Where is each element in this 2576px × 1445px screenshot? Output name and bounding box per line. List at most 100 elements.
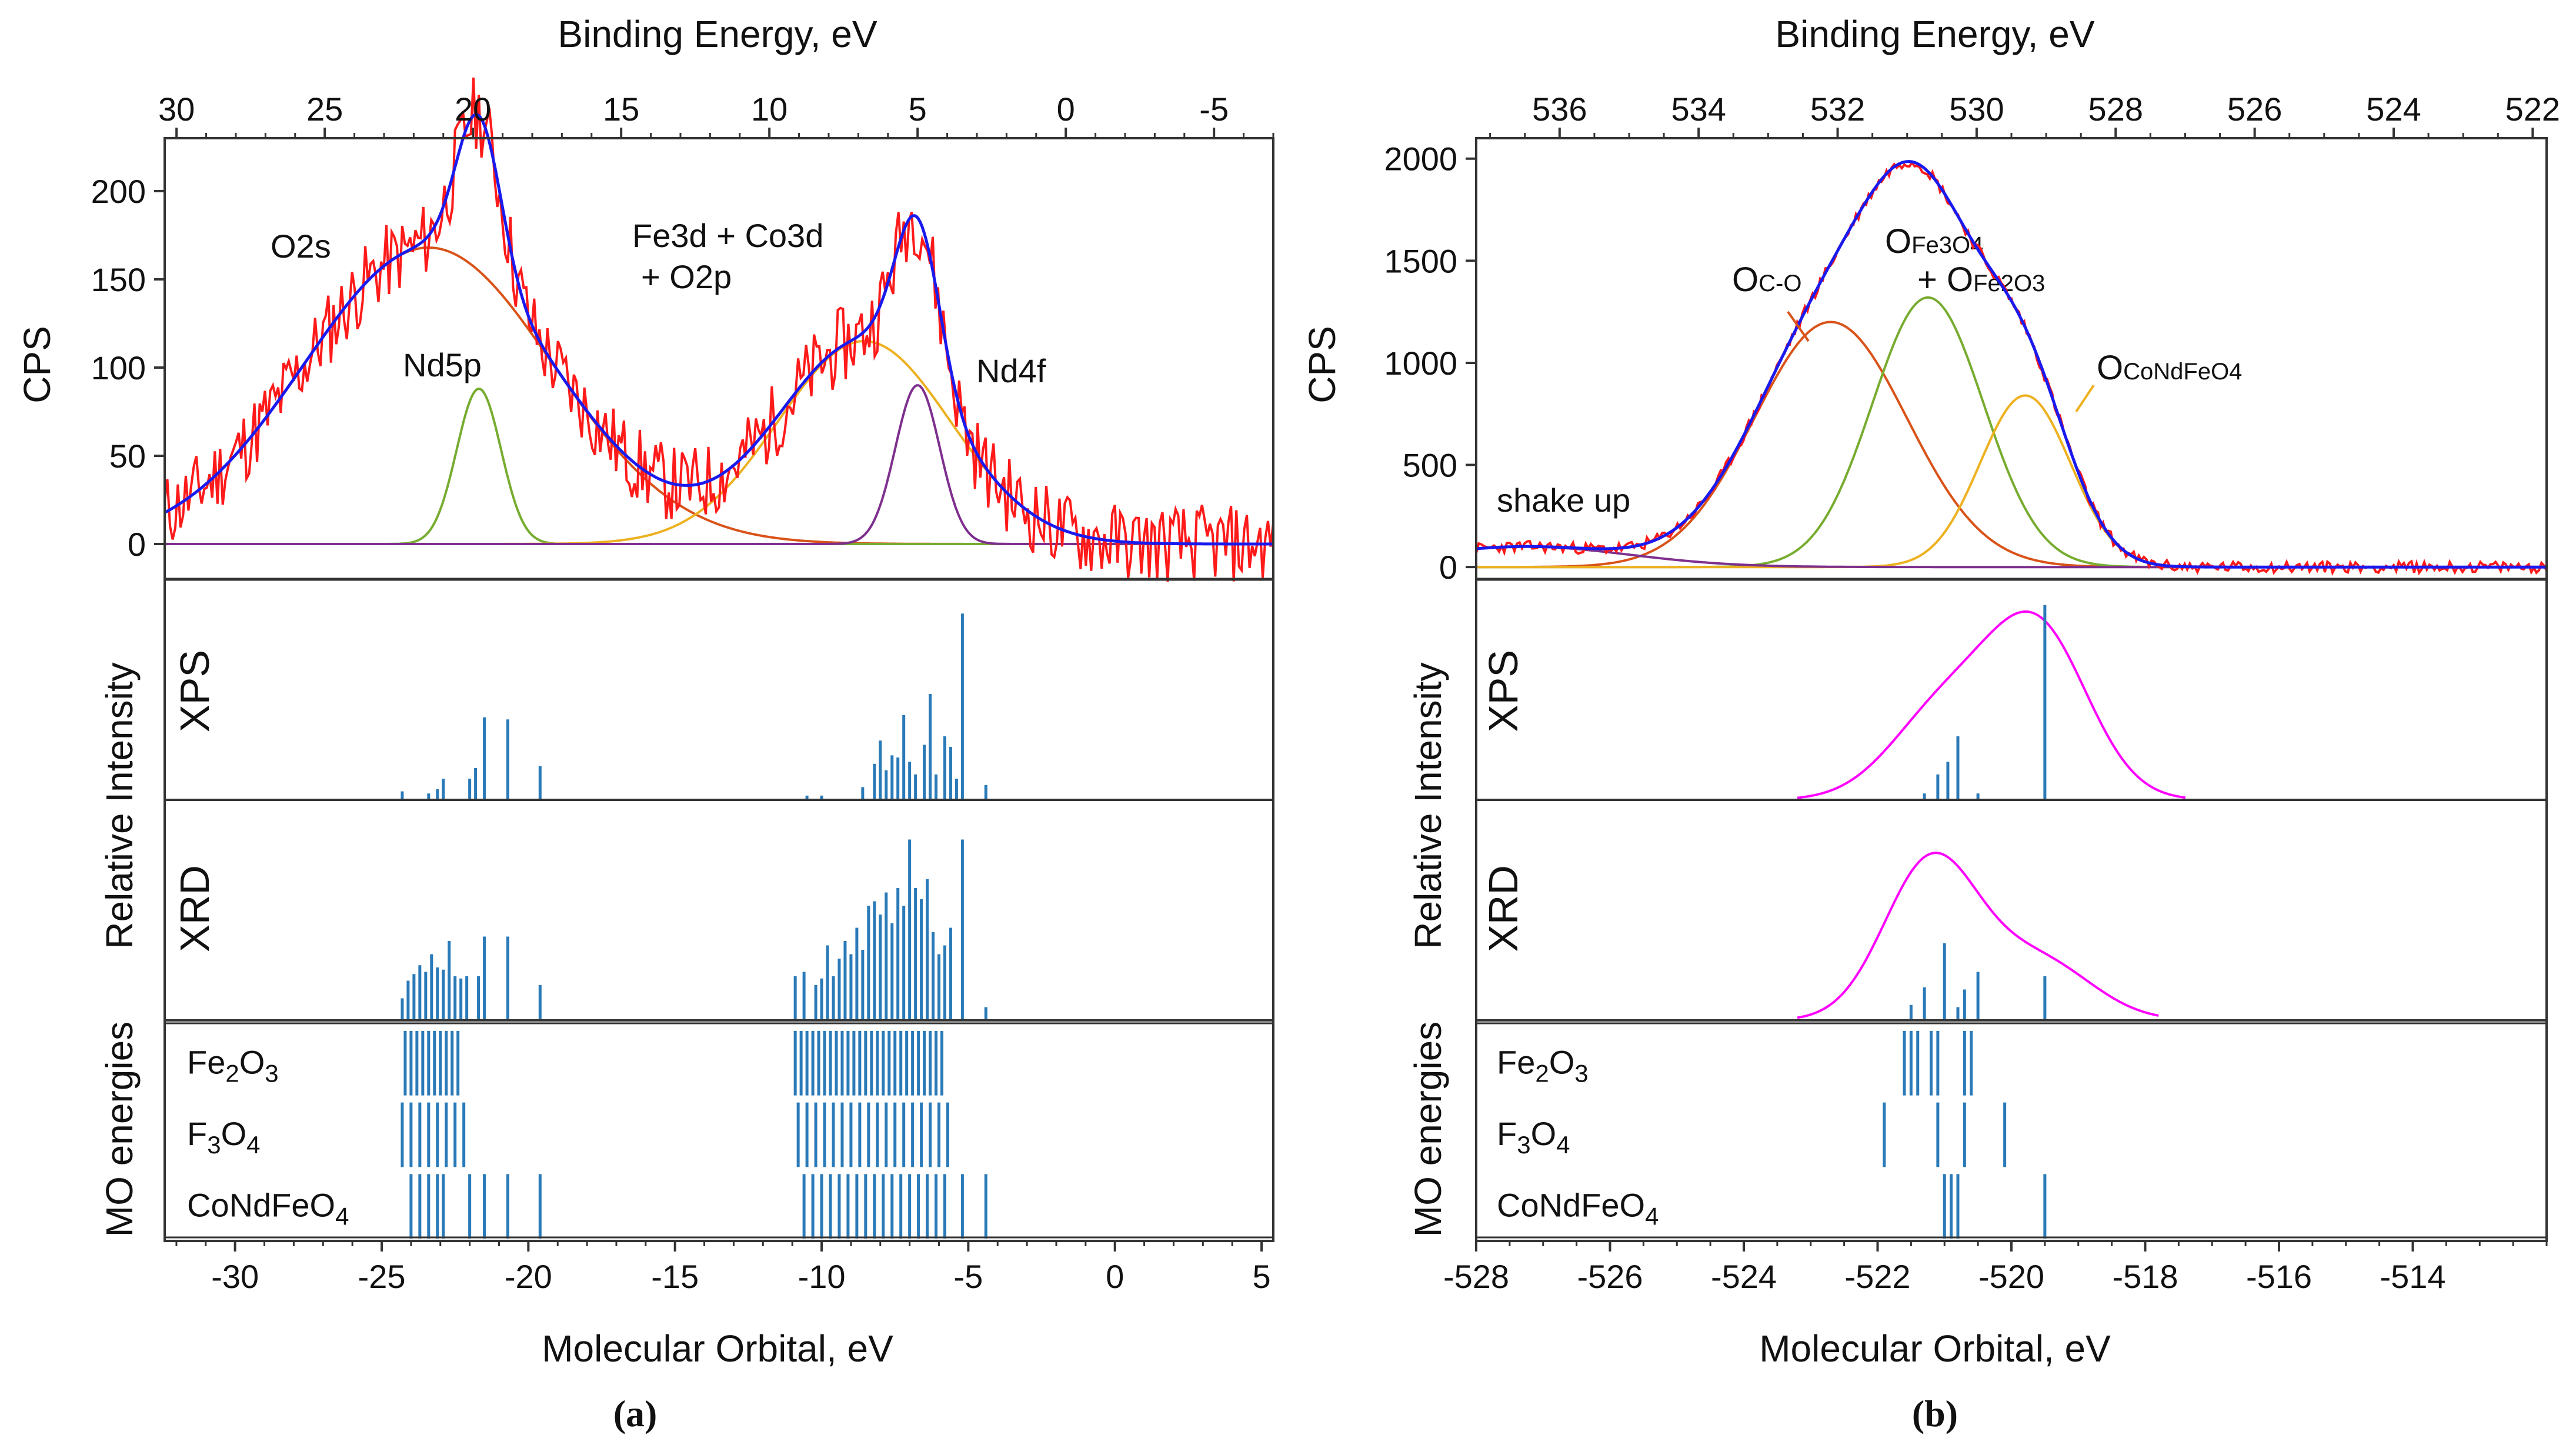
mo-label-main: F [187,1115,207,1152]
mo-label-mid: O [1549,1043,1575,1080]
mo-label-sub: 4 [1556,1131,1570,1159]
panel-a-bottom-tick-label: -5 [953,1258,983,1295]
panel-a-mo-row-label: F3O4 [187,1115,261,1159]
panel-a-top-tick-label: 30 [158,91,195,128]
panel-b-top-tick-label: 532 [1810,91,1865,128]
panel-a-top-tick-label: -5 [1199,91,1229,128]
panel-b-bottom-tick-label: -514 [2380,1258,2445,1295]
panel-a-top-tick-label: 5 [909,91,927,128]
panel-b-bottom-tick-label: -522 [1844,1258,1910,1295]
panel-a-y-tick-label: 150 [91,261,146,298]
panel-a-top-tick-label: 0 [1057,91,1075,128]
panel-b-mo-label: MO energies [1407,1022,1449,1237]
panel-b-fit-envelope [1476,160,2547,569]
ofe-curve [1476,296,2547,569]
panel-a-mo-label: MO energies [98,1022,141,1237]
panel-b-top-axis-label: Binding Energy, eV [1775,13,2094,55]
panel-b-xps-dos-curve [1797,610,2186,799]
ofe2o3-sub: Fe2O3 [1973,271,2045,296]
panel-b-bottom-axis-label: Molecular Orbital, eV [1759,1327,2111,1370]
panel-b: Binding Energy, eV Molecular Orbital, eV… [1301,13,2560,1434]
panel-a-frame [163,137,1274,1242]
panel-a-bottom-tick-label: -10 [798,1258,846,1295]
mo-label-sub: 3 [1574,1059,1588,1087]
panel-b-y-tick-label: 1000 [1384,345,1457,382]
panel-b-bottom-tick-label: -518 [2112,1258,2178,1295]
mo-label-sub: 4 [335,1203,349,1230]
mo-label-sub: 2 [1535,1059,1549,1087]
panel-b-raw-spectrum [1475,160,2548,576]
panel-a-top-tick-label: 25 [306,91,343,128]
panel-b-top-tick-label: 534 [1671,91,1726,128]
panel-a-cps-label: CPS [16,326,58,403]
panel-a-raw-spectrum [163,77,1274,582]
o2s-label: O2s [271,228,331,265]
panel-a-top-axis-label: Binding Energy, eV [558,13,877,55]
panel-a-bottom-axis-label: Molecular Orbital, eV [542,1327,893,1370]
panel-a-top-tick-label: 20 [455,91,491,128]
panel-b-bottom-tick-label: -516 [2246,1258,2312,1295]
panel-b-cps-label: CPS [1301,326,1343,403]
panel-b-caption: (b) [1912,1393,1958,1434]
panel-a-fit-envelope [163,113,1273,546]
mo-label-mid: O [239,1043,265,1080]
panel-b-bottom-tick-label: -520 [1978,1258,2044,1295]
mo-label-sub: 3 [207,1131,221,1159]
panel-a-top-tick-label: 10 [751,91,788,128]
shake-up-label: shake up [1497,482,1630,519]
nd4f-curve [165,384,1273,545]
panel-b-y-tick-label: 500 [1403,447,1457,484]
valence-label-line1: Fe3d + Co3d [632,217,823,254]
panel-b-y-tick-label: 2000 [1384,141,1457,178]
panel-a-relative-intensity-label: Relative Intensity [98,662,141,949]
panel-a-y-tick-label: 100 [91,349,146,386]
panel-a-y-tick-label: 0 [128,526,146,563]
panel-b-top-tick-label: 526 [2227,91,2282,128]
ocondfeo4-sub: CoNdFeO4 [2123,359,2242,385]
panel-a-bottom-tick-label: -25 [358,1258,406,1295]
panel-a-y-tick-label: 50 [109,438,146,475]
mo-label-main: CoNdFeO [187,1187,335,1224]
ocondfeo4-leader [2075,384,2095,413]
panel-b-bottom-tick-label: -528 [1443,1258,1509,1295]
mo-label-main: F [1497,1115,1517,1152]
mo-label-main: CoNdFeO [1497,1187,1645,1224]
occo-main: O [1732,261,1759,299]
ofe3o4-label: OFe3O4 [1885,222,1983,261]
ofe2o3-main: + O [1917,261,1973,299]
panel-a-xps-label: XPS [172,650,218,732]
mo-label-sub: 2 [225,1059,239,1087]
panel-a-mo-row-label: Fe2O3 [187,1043,279,1087]
panel-a-caption: (a) [613,1393,658,1434]
mo-label-sub: 4 [1645,1203,1659,1230]
panel-b-mo-row-label: CoNdFeO4 [1497,1187,1659,1230]
panel-b-relative-intensity-label: Relative Intensity [1407,662,1449,949]
panel-b-xrd-label: XRD [1480,865,1526,952]
panel-a-bottom-tick-label: -15 [651,1258,699,1295]
panel-a-y-tick-label: 200 [91,173,146,210]
panel-a-bottom-tick-label: 0 [1106,1258,1124,1295]
ocondfeo4-main: O [2097,349,2123,387]
panel-a-top-tick-label: 15 [603,91,639,128]
mo-label-sub: 4 [246,1131,260,1159]
panel-b-mo-row-label: F3O4 [1497,1115,1570,1159]
occo-curve [1476,321,2547,569]
panel-a-xrd-label: XRD [172,865,218,952]
panel-b-mo-row-label: Fe2O3 [1497,1043,1589,1087]
panel-b-y-tick-label: 0 [1439,549,1457,586]
mo-label-sub: 3 [265,1059,278,1087]
panel-a: Binding Energy, eV Molecular Orbital, eV… [16,13,1274,1434]
occo-leader [1787,311,1810,342]
occo-label: OC-O [1732,261,1801,299]
panel-b-top-tick-label: 528 [2088,91,2143,128]
panel-b-xps-label: XPS [1480,650,1526,732]
panel-a-bottom-tick-label: -20 [505,1258,552,1295]
mo-label-mid: O [1531,1115,1557,1152]
nd5p-curve [165,387,1273,545]
panel-a-bottom-tick-label: 5 [1252,1258,1270,1295]
ofe3o4-main: O [1885,222,1911,261]
mo-label-sub: 3 [1517,1131,1530,1159]
ocondfeo4-label: OCoNdFeO4 [2097,349,2242,387]
panel-a-bottom-tick-label: -30 [211,1258,259,1295]
